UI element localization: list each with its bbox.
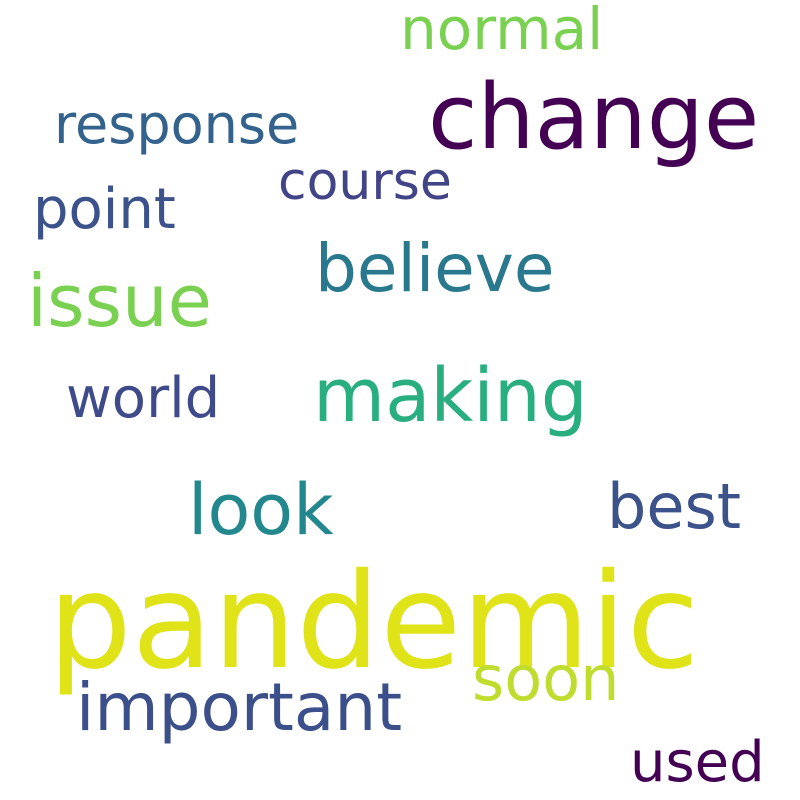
word-pandemic: pandemic [48,545,700,699]
word-change: change [428,65,760,170]
word-used: used [630,730,765,795]
word-point: point [33,177,176,242]
word-believe: believe [315,230,555,307]
word-issue: issue [27,259,212,343]
word-important: important [76,669,403,746]
word-response: response [54,93,300,156]
word-making: making [313,353,588,439]
word-world: world [66,366,221,431]
word-look: look [188,469,334,551]
word-normal: normal [400,0,604,63]
word-course: course [278,152,452,212]
word-best: best [607,470,742,543]
word-soon: soon [472,642,620,715]
